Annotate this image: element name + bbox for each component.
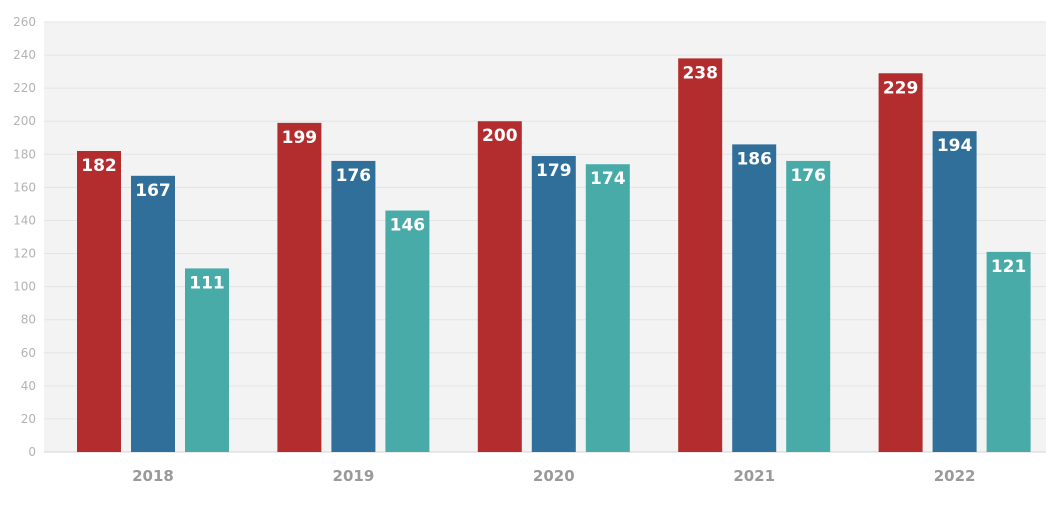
- x-tick-label: 2018: [132, 467, 174, 485]
- bar: [678, 58, 723, 453]
- bar: [986, 251, 1031, 452]
- x-tick-label: 2021: [733, 467, 775, 485]
- y-tick-label: 40: [21, 379, 36, 393]
- x-tick-label: 2020: [533, 467, 575, 485]
- bar: [786, 160, 831, 452]
- y-tick-label: 240: [13, 48, 36, 62]
- x-tick-label: 2022: [934, 467, 976, 485]
- data-label: 194: [937, 136, 973, 156]
- y-tick-label: 160: [13, 180, 36, 194]
- data-labels: 182 167 111 199 176 146 200 179 174 238 186 176 229 1…: [81, 63, 1026, 293]
- bar: [732, 144, 777, 452]
- y-tick-label: 220: [13, 81, 36, 95]
- data-label: 229: [883, 78, 919, 98]
- y-tick-label: 60: [21, 346, 36, 360]
- y-tick-label: 20: [21, 412, 36, 426]
- data-label: 121: [991, 257, 1027, 277]
- y-tick-label: 80: [21, 313, 36, 327]
- y-tick-label: 0: [28, 445, 36, 459]
- bar: [878, 73, 923, 453]
- bar: [185, 268, 229, 452]
- x-axis-ticks: 2018 2019 2020 2021 2022: [132, 467, 975, 485]
- data-label: 182: [81, 156, 117, 176]
- data-label: 176: [790, 166, 826, 186]
- y-axis-ticks: 0 20 40 60 80 100 120 140 160 180 200 220 240 260: [13, 15, 36, 459]
- data-label: 238: [682, 63, 718, 83]
- data-label: 174: [590, 169, 626, 189]
- y-tick-label: 260: [13, 15, 36, 29]
- bar: [77, 151, 121, 452]
- y-tick-label: 200: [13, 114, 36, 128]
- data-label: 111: [189, 273, 225, 293]
- data-label: 167: [135, 181, 171, 201]
- data-label: 179: [536, 161, 572, 181]
- data-label: 199: [282, 128, 318, 148]
- y-tick-label: 140: [13, 213, 36, 227]
- data-label: 200: [482, 126, 518, 146]
- bar: [531, 155, 576, 452]
- bar: [131, 175, 175, 453]
- data-label: 146: [390, 216, 426, 236]
- y-tick-label: 120: [13, 247, 36, 261]
- bar: [932, 131, 977, 452]
- bar: [385, 210, 430, 452]
- data-label: 176: [336, 166, 372, 186]
- bar: [331, 160, 376, 452]
- y-tick-label: 180: [13, 147, 36, 161]
- data-label: 186: [736, 149, 772, 169]
- y-tick-label: 100: [13, 280, 36, 294]
- bar: [585, 164, 630, 452]
- bars: [77, 58, 1031, 453]
- bar: [477, 121, 522, 452]
- bar: [277, 122, 322, 452]
- x-tick-label: 2019: [333, 467, 375, 485]
